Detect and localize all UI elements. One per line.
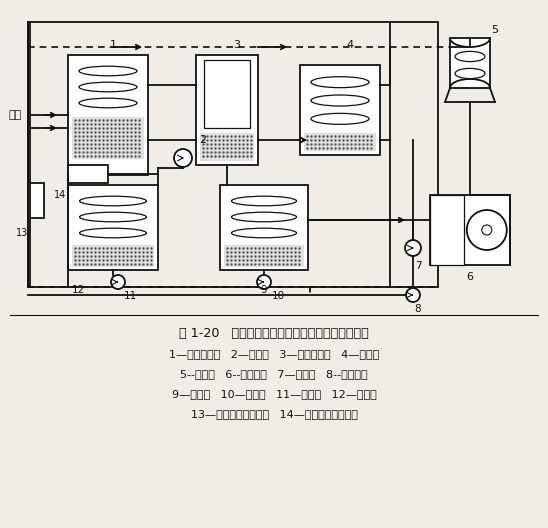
- Text: 1—高压发生器   2—溶液泵   3—低压发生器   4—冷凝器: 1—高压发生器 2—溶液泵 3—低压发生器 4—冷凝器: [169, 349, 379, 359]
- Circle shape: [406, 288, 420, 302]
- Ellipse shape: [79, 228, 146, 238]
- Circle shape: [257, 275, 271, 289]
- Bar: [68, 185, 158, 270]
- Text: 1: 1: [110, 40, 117, 50]
- Bar: [72, 245, 154, 267]
- Ellipse shape: [311, 114, 369, 124]
- Bar: [220, 185, 308, 270]
- Text: 14: 14: [54, 190, 66, 200]
- Bar: [224, 245, 304, 267]
- Text: 图 1-20   倒串联流程的溴化锂吸收式机组工作原理: 图 1-20 倒串联流程的溴化锂吸收式机组工作原理: [179, 327, 369, 340]
- Text: 7: 7: [415, 261, 421, 271]
- Text: 10: 10: [271, 291, 284, 301]
- Bar: [72, 117, 144, 159]
- Ellipse shape: [79, 212, 146, 222]
- Text: 3: 3: [233, 40, 241, 50]
- Ellipse shape: [79, 98, 137, 108]
- Ellipse shape: [79, 196, 146, 206]
- Text: 11: 11: [123, 291, 136, 301]
- Text: 12: 12: [71, 285, 84, 295]
- Ellipse shape: [311, 95, 369, 106]
- Text: 13—低温溶液热交换器   14—高温溶液热交换器: 13—低温溶液热交换器 14—高温溶液热交换器: [191, 409, 357, 419]
- Bar: [304, 133, 376, 151]
- Ellipse shape: [79, 66, 137, 76]
- Ellipse shape: [311, 77, 369, 88]
- Text: 8: 8: [415, 304, 421, 314]
- Text: 5: 5: [492, 25, 499, 35]
- Text: 2: 2: [199, 135, 207, 145]
- Circle shape: [111, 275, 125, 289]
- Bar: [204, 60, 250, 128]
- Ellipse shape: [231, 212, 296, 222]
- Text: 5--冷却塔   6--冷却盘管   7—冷水泵   8--冷却水泵: 5--冷却塔 6--冷却盘管 7—冷水泵 8--冷却水泵: [180, 369, 368, 379]
- Bar: [68, 165, 108, 183]
- Bar: [68, 55, 148, 175]
- Text: 9: 9: [261, 285, 267, 295]
- Bar: [430, 195, 510, 265]
- Ellipse shape: [455, 51, 485, 62]
- Bar: [430, 195, 464, 265]
- Bar: [28, 22, 438, 287]
- Bar: [450, 38, 490, 88]
- Ellipse shape: [79, 82, 137, 92]
- Text: 13: 13: [16, 228, 28, 238]
- Text: 9—蒸发器   10—冷剂泵   11—溶液泵   12—吸收器: 9—蒸发器 10—冷剂泵 11—溶液泵 12—吸收器: [172, 389, 376, 399]
- Ellipse shape: [231, 196, 296, 206]
- Text: 4: 4: [346, 40, 353, 50]
- Circle shape: [482, 225, 492, 235]
- Bar: [300, 65, 380, 155]
- Circle shape: [467, 210, 507, 250]
- Ellipse shape: [231, 228, 296, 238]
- Text: 6: 6: [466, 272, 473, 282]
- Bar: [196, 55, 258, 165]
- Circle shape: [405, 240, 421, 256]
- Bar: [30, 183, 44, 218]
- Ellipse shape: [455, 69, 485, 79]
- Circle shape: [174, 149, 192, 167]
- Text: 蒸汽: 蒸汽: [9, 110, 22, 120]
- Bar: [200, 133, 254, 161]
